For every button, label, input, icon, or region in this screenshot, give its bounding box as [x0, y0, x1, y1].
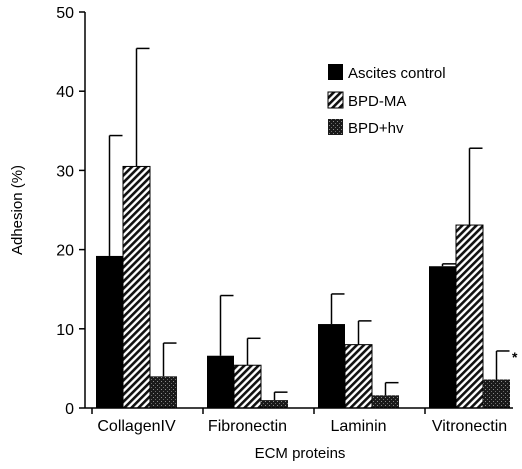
category-label-collageniv: CollagenIV	[97, 418, 176, 435]
bars	[96, 165, 510, 409]
y-tick-label-30: 30	[56, 163, 74, 180]
y-axis-title: Adhesion (%)	[9, 165, 26, 255]
category-label-vitronectin: Vitronectin	[432, 418, 507, 435]
error-bars	[108, 47, 510, 401]
y-tick-label-40: 40	[56, 84, 74, 101]
bar-laminin-bpd-ma	[344, 344, 373, 409]
bar-vitronectin-ascites-control	[429, 266, 456, 408]
bar-collageniv-ascites-control	[96, 255, 123, 408]
x-axis-title: ECM proteins	[255, 445, 346, 462]
bar-collageniv-bpd-ma	[122, 165, 151, 409]
bar-laminin-ascites-control	[318, 324, 345, 408]
significance-asterisk: *	[512, 349, 518, 365]
legend-swatch-bpd-hv	[328, 119, 343, 135]
y-tick-label-20: 20	[56, 243, 74, 260]
legend: Ascites control BPD-MA BPD+hv	[327, 64, 446, 137]
annotations: *	[512, 349, 518, 365]
category-label-laminin: Laminin	[330, 418, 386, 435]
bar-fibronectin-bpd-hv	[261, 400, 288, 408]
bar-laminin-bpd-hv	[372, 395, 399, 408]
legend-swatch-ascites-control	[328, 64, 343, 80]
bar-collageniv-bpd-hv	[150, 376, 177, 408]
legend-label-bpd-hv: BPD+hv	[348, 120, 404, 137]
y-ticks: 0 10 20 30 40 50	[56, 5, 85, 418]
category-label-fibronectin: Fibronectin	[208, 418, 287, 435]
y-tick-label-0: 0	[65, 401, 74, 418]
bar-fibronectin-bpd-ma	[233, 364, 262, 409]
legend-swatch-bpd-ma	[327, 91, 344, 109]
bar-fibronectin-ascites-control	[207, 355, 234, 408]
bar-vitronectin-bpd-ma	[455, 224, 484, 409]
legend-label-ascites-control: Ascites control	[348, 65, 446, 82]
category-labels: CollagenIV Fibronectin Laminin Vitronectin	[91, 408, 507, 435]
bar-vitronectin-bpd-hv	[483, 379, 510, 408]
legend-label-bpd-ma: BPD-MA	[348, 93, 406, 110]
y-tick-label-10: 10	[56, 322, 74, 339]
y-tick-label-50: 50	[56, 5, 74, 22]
